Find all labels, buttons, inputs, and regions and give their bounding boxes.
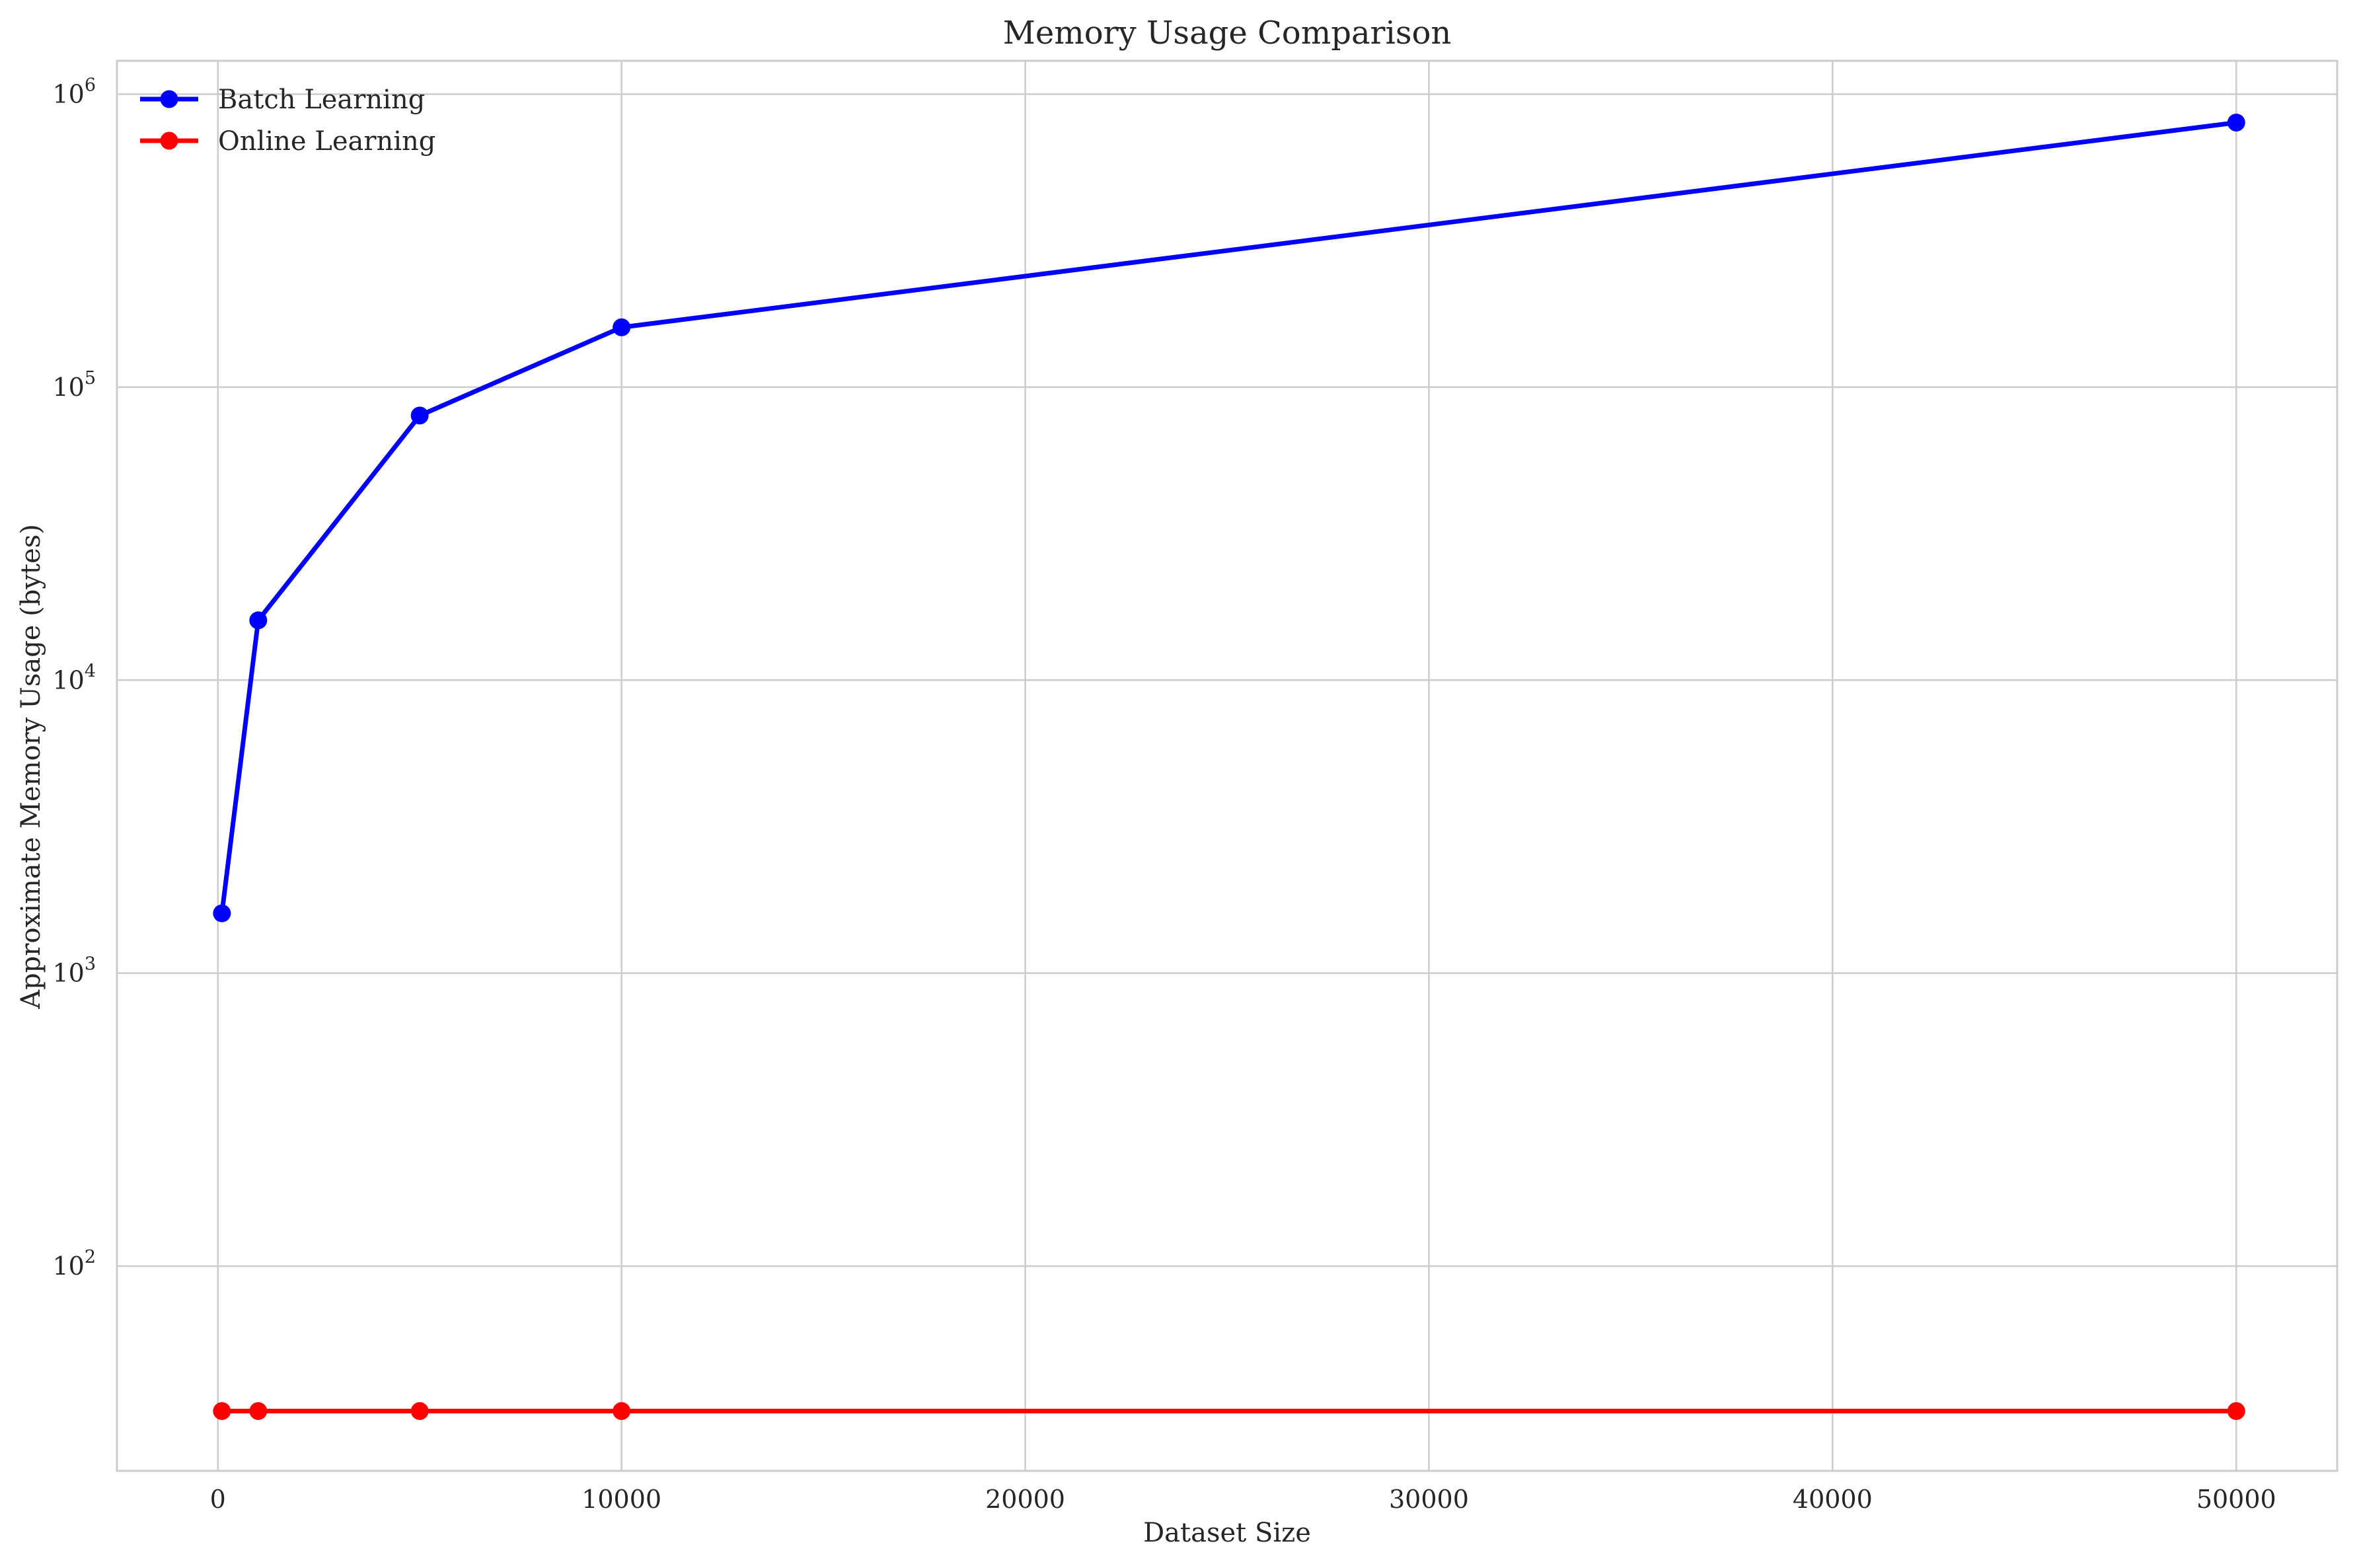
- data-point: [2227, 113, 2245, 131]
- chart-title: Memory Usage Comparison: [1003, 15, 1452, 52]
- y-tick-label: 102: [52, 1247, 96, 1281]
- x-tick-label: 0: [210, 1485, 226, 1514]
- grid: [117, 61, 2337, 1471]
- y-tick-exponent: 2: [85, 1247, 96, 1267]
- legend-item: Online Learning: [140, 126, 435, 157]
- legend-marker: [160, 131, 178, 150]
- y-tick-exponent: 6: [85, 75, 96, 96]
- legend-item: Batch Learning: [140, 85, 425, 115]
- y-tick-base: 10: [52, 1251, 84, 1281]
- y-axis-title: Approximate Memory Usage (bytes): [16, 524, 46, 1010]
- y-tick-base: 10: [52, 80, 84, 109]
- data-point: [213, 1401, 231, 1420]
- data-point: [613, 318, 631, 336]
- legend-marker: [160, 90, 178, 108]
- series-line: [219, 120, 2237, 914]
- series-online-learning: [213, 1401, 2245, 1420]
- x-tick-label: 20000: [985, 1485, 1065, 1514]
- x-axis-title: Dataset Size: [1143, 1518, 1311, 1548]
- data-point: [410, 1401, 429, 1420]
- y-tick-label: 103: [52, 954, 96, 988]
- x-tick-label: 50000: [2196, 1485, 2276, 1514]
- data-point: [410, 406, 429, 425]
- series-batch-learning: [213, 113, 2245, 922]
- legend-label: Batch Learning: [218, 85, 425, 115]
- y-tick-exponent: 5: [85, 368, 96, 389]
- x-tick-label: 10000: [581, 1485, 661, 1514]
- y-tick-base: 10: [52, 373, 84, 402]
- data-point: [249, 1401, 268, 1420]
- data-point: [613, 1401, 631, 1420]
- y-tick-label: 106: [52, 75, 96, 109]
- y-tick-base: 10: [52, 959, 84, 988]
- x-axis-ticks: 0 10000 20000 30000 40000 50000: [210, 1485, 2276, 1514]
- legend: Batch Learning Online Learning: [140, 85, 435, 157]
- x-tick-label: 30000: [1389, 1485, 1469, 1514]
- y-tick-base: 10: [52, 665, 84, 694]
- series-layer: [213, 113, 2245, 1420]
- plot-area: [116, 59, 2339, 1472]
- y-tick-label: 104: [52, 661, 96, 694]
- data-point: [2227, 1401, 2245, 1420]
- x-tick-label: 40000: [1793, 1485, 1873, 1514]
- y-tick-label: 105: [52, 368, 96, 402]
- legend-label: Online Learning: [218, 126, 435, 157]
- data-point: [213, 904, 231, 922]
- y-tick-exponent: 4: [85, 661, 96, 681]
- y-tick-exponent: 3: [85, 954, 96, 975]
- data-point: [249, 611, 268, 630]
